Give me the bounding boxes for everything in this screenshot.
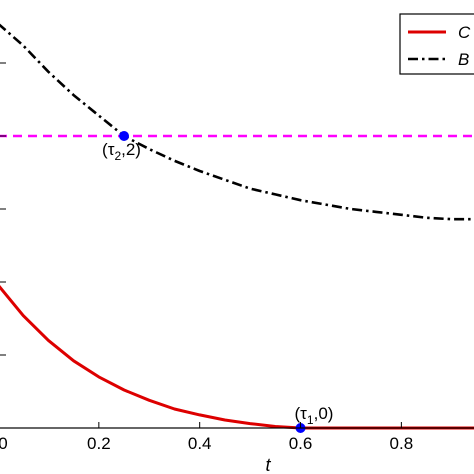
legend-label-C: C [458,23,471,42]
point-annotation-1: (τ2,2) [102,140,141,163]
series-line-B [0,23,474,221]
x-tick-label: 0 [0,434,8,453]
x-tick-labels: 0 0.2 0.4 0.6 0.8 [0,434,413,453]
axis-ticks [0,62,402,428]
marker-point-1 [119,131,130,141]
x-tick-label: 0.2 [87,434,111,453]
legend-box [399,13,474,75]
x-axis-label: t [265,455,271,474]
axes-frame [0,427,474,429]
x-tick-label: 0.4 [188,434,212,453]
point-annotation-2: (τ1,0) [295,404,334,427]
x-tick-label: 0.6 [289,434,313,453]
legend-label-B: B [458,50,469,69]
x-tick-label: 0.8 [390,434,414,453]
legend: CB [399,13,474,75]
